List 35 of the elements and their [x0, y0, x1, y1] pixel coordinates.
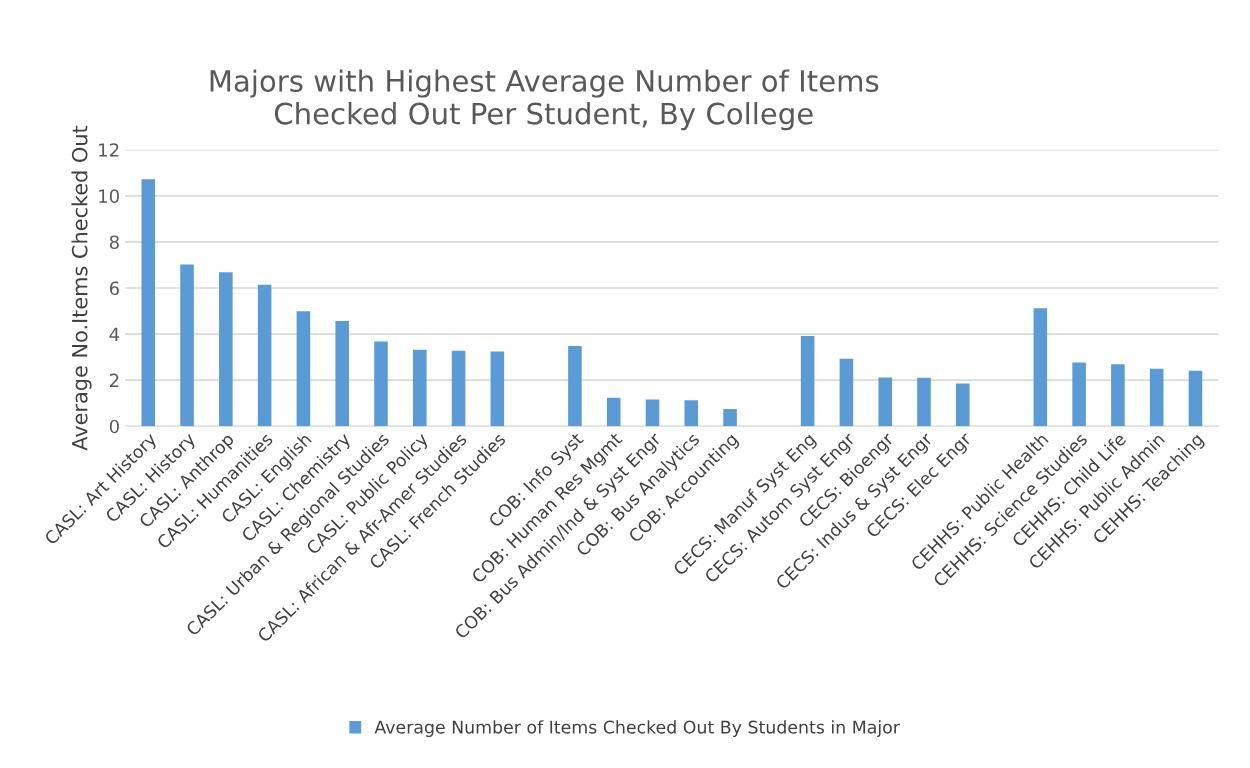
bar [1111, 364, 1125, 427]
y-tick-label: 6 [109, 281, 119, 296]
bar [645, 399, 660, 427]
y-tick-label: 4 [109, 327, 120, 341]
bar [1149, 368, 1164, 427]
y-tick-label: 10 [99, 189, 119, 203]
bar [800, 335, 815, 427]
bar [955, 383, 970, 427]
y-tick-label: 2 [109, 373, 119, 388]
bar [1188, 370, 1203, 427]
bar [335, 320, 349, 427]
bar [839, 358, 854, 427]
bar [606, 397, 621, 427]
bar [451, 350, 466, 427]
bar [141, 179, 156, 427]
bar [180, 264, 194, 427]
legend-label: Average Number of Items Checked Out By Students in Major [374, 720, 900, 738]
y-tick-label: 8 [109, 235, 119, 250]
bar [257, 284, 272, 427]
bar [684, 400, 699, 427]
y-axis-title: Average No.Items Checked Out [71, 125, 92, 451]
bar [568, 346, 582, 427]
bar [296, 311, 311, 427]
bar [878, 377, 892, 427]
y-tick-label: 12 [99, 143, 119, 157]
bar [490, 351, 505, 427]
bar [412, 349, 427, 427]
bar [1072, 362, 1086, 427]
bar [219, 272, 233, 427]
bar [374, 341, 388, 427]
bar [917, 377, 931, 427]
bar [1033, 308, 1048, 427]
y-tick-label: 0 [109, 419, 119, 434]
bar [723, 408, 737, 427]
chart-title: Majors with Highest Average Number of Items Checked Out Per Student, By College [210, 69, 879, 131]
